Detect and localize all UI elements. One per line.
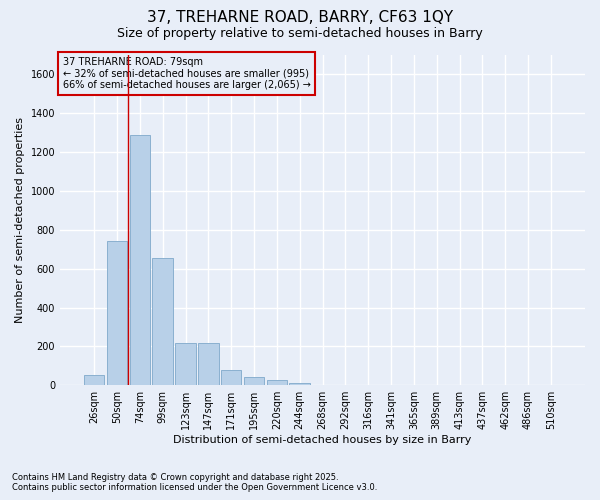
Text: Contains HM Land Registry data © Crown copyright and database right 2025.: Contains HM Land Registry data © Crown c…: [12, 474, 338, 482]
Bar: [198, 344, 218, 385]
Bar: [289, 384, 310, 385]
Text: 37 TREHARNE ROAD: 79sqm
← 32% of semi-detached houses are smaller (995)
66% of s: 37 TREHARNE ROAD: 79sqm ← 32% of semi-de…: [62, 56, 311, 90]
Bar: [266, 380, 287, 385]
Bar: [244, 378, 264, 385]
X-axis label: Distribution of semi-detached houses by size in Barry: Distribution of semi-detached houses by …: [173, 435, 472, 445]
Text: 37, TREHARNE ROAD, BARRY, CF63 1QY: 37, TREHARNE ROAD, BARRY, CF63 1QY: [147, 10, 453, 25]
Text: Contains public sector information licensed under the Open Government Licence v3: Contains public sector information licen…: [12, 484, 377, 492]
Bar: [107, 242, 127, 385]
Bar: [312, 384, 333, 385]
Text: Size of property relative to semi-detached houses in Barry: Size of property relative to semi-detach…: [117, 28, 483, 40]
Y-axis label: Number of semi-detached properties: Number of semi-detached properties: [15, 117, 25, 323]
Bar: [221, 370, 241, 385]
Bar: [152, 258, 173, 385]
Bar: [175, 344, 196, 385]
Bar: [130, 134, 150, 385]
Bar: [84, 376, 104, 385]
